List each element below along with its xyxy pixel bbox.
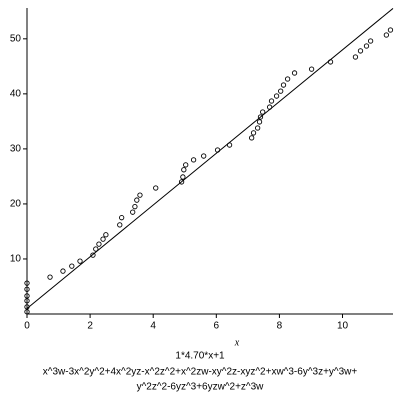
- point: [117, 222, 123, 228]
- x-tick-label: 4: [150, 321, 156, 332]
- point: [96, 241, 102, 247]
- point: [352, 54, 359, 60]
- point: [266, 104, 273, 110]
- point: [190, 157, 197, 163]
- y-tick-label: 30: [10, 144, 22, 155]
- point: [291, 70, 298, 76]
- point: [134, 197, 140, 203]
- caption-line: 1*4.70*x+1: [175, 351, 225, 362]
- point: [153, 185, 159, 191]
- point: [280, 82, 287, 88]
- point: [257, 114, 264, 120]
- y-tick-label: 40: [10, 88, 22, 99]
- point: [178, 179, 185, 185]
- point: [226, 142, 233, 148]
- point: [77, 258, 83, 264]
- point: [24, 293, 30, 299]
- point: [47, 274, 53, 280]
- y-tick-label: 10: [10, 254, 22, 265]
- point: [201, 153, 207, 159]
- y-tick-label: 50: [10, 33, 22, 44]
- point: [256, 119, 263, 125]
- y-tick-label: 20: [10, 199, 22, 210]
- point: [383, 32, 390, 38]
- x-tick-label: 8: [277, 321, 283, 332]
- point: [387, 27, 394, 33]
- point: [278, 88, 284, 94]
- point: [180, 174, 186, 180]
- point: [268, 98, 275, 104]
- point: [24, 280, 30, 286]
- point: [284, 76, 291, 82]
- point: [183, 162, 189, 168]
- point: [100, 236, 106, 242]
- caption-line: x^3w-3x^2y^2+4x^2yz-x^2z^2+x^2zw-xy^2z-x…: [43, 367, 358, 378]
- point: [308, 66, 315, 72]
- point: [250, 130, 257, 136]
- point: [357, 48, 364, 54]
- x-tick-label: 6: [214, 321, 220, 332]
- point: [137, 192, 143, 198]
- point: [327, 59, 334, 65]
- point: [248, 135, 255, 141]
- point: [214, 147, 221, 153]
- point: [119, 215, 125, 221]
- x-tick-label: 10: [337, 321, 349, 332]
- point: [24, 286, 30, 292]
- fit-line: [26, 8, 394, 309]
- point: [367, 38, 374, 44]
- point: [60, 268, 66, 274]
- point: [24, 298, 30, 304]
- point: [24, 309, 30, 315]
- point: [273, 93, 280, 99]
- point: [260, 109, 266, 115]
- point: [130, 209, 136, 215]
- point: [93, 246, 99, 252]
- point: [254, 125, 261, 131]
- caption-line: y^2z^2-6yz^3+6yzw^2+z^3w: [137, 382, 265, 393]
- point: [24, 304, 30, 310]
- point: [132, 204, 138, 210]
- point: [363, 43, 370, 49]
- x-tick-label: 2: [87, 321, 93, 332]
- point: [181, 167, 187, 173]
- point: [69, 263, 75, 269]
- x-tick-label: 0: [24, 321, 30, 332]
- point: [103, 232, 109, 238]
- point: [90, 252, 96, 258]
- x-axis-label: x: [234, 337, 240, 348]
